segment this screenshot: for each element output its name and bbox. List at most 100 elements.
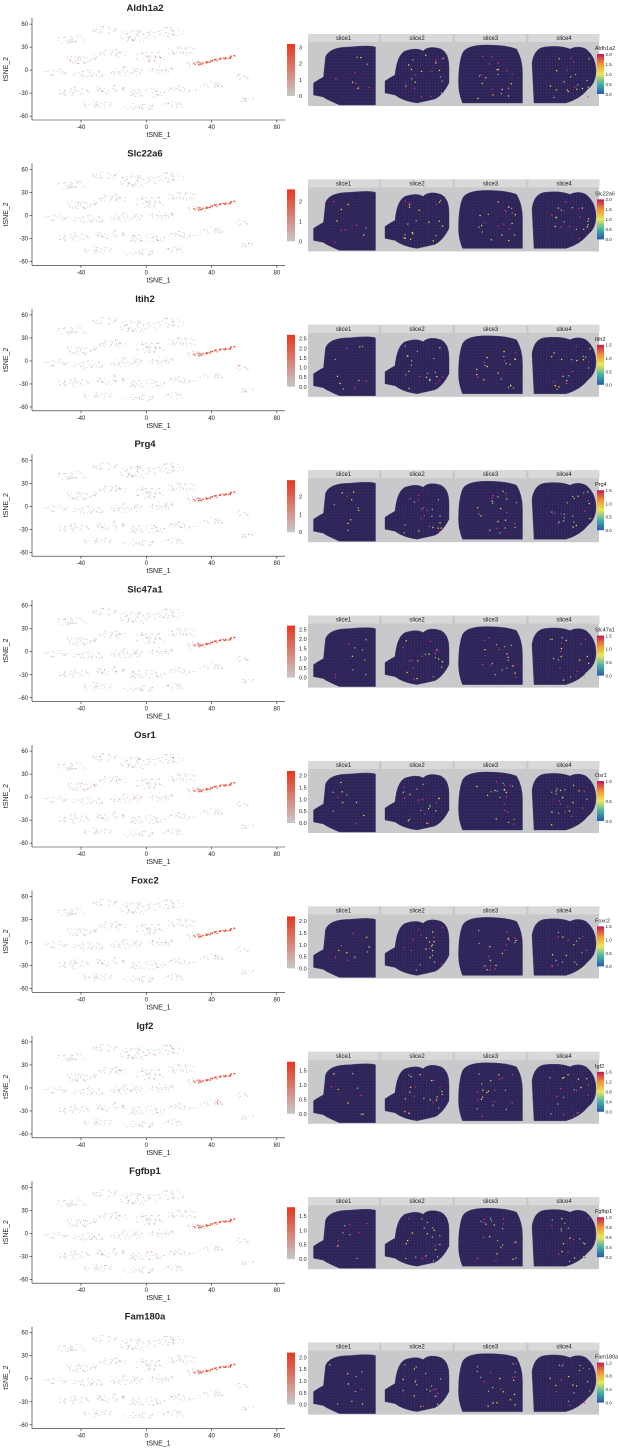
cell-point xyxy=(92,29,94,31)
cell-point-high xyxy=(198,499,200,502)
cell-point xyxy=(81,346,83,348)
cell-point xyxy=(59,529,61,531)
cell-point xyxy=(177,193,179,195)
cell-point xyxy=(177,471,179,473)
cell-point xyxy=(148,180,150,182)
cell-point xyxy=(248,243,250,245)
cell-point xyxy=(72,328,74,330)
cell-point xyxy=(245,222,247,224)
cell-point xyxy=(102,26,104,28)
cell-point xyxy=(149,204,151,206)
cell-point xyxy=(173,322,175,324)
cell-point-high xyxy=(194,645,196,647)
spatial-legend-tick: 1.5 xyxy=(606,207,613,212)
cell-point xyxy=(127,362,129,364)
cell-point xyxy=(174,815,176,817)
cell-point xyxy=(151,794,153,797)
cell-point xyxy=(71,531,73,533)
cell-point xyxy=(207,668,209,670)
cell-point xyxy=(242,99,244,101)
cell-point xyxy=(137,798,139,800)
cell-point xyxy=(203,64,206,66)
cell-point xyxy=(141,542,143,544)
cell-point xyxy=(194,484,196,486)
cell-point xyxy=(162,640,164,642)
cell-point xyxy=(79,204,81,206)
cell-point xyxy=(145,674,147,676)
cell-point xyxy=(76,639,78,641)
cell-point xyxy=(192,671,194,673)
cell-point xyxy=(60,674,62,677)
facet-label: slice1 xyxy=(336,181,352,187)
cell-point xyxy=(194,630,196,632)
expression-spot xyxy=(439,76,442,78)
cell-point xyxy=(85,768,87,770)
cell-point xyxy=(187,352,190,354)
cell-point xyxy=(239,801,241,803)
cell-point xyxy=(135,386,137,388)
cell-point xyxy=(50,655,52,657)
cell-point xyxy=(82,93,84,95)
cell-point xyxy=(75,471,78,473)
cell-point xyxy=(150,88,152,90)
expression-spot xyxy=(480,224,483,227)
expression-spot xyxy=(404,233,406,236)
cell-point xyxy=(91,506,93,508)
cell-point xyxy=(201,499,203,502)
cell-point xyxy=(127,835,129,837)
cell-point xyxy=(120,779,122,781)
cell-point xyxy=(157,360,159,362)
expression-spot xyxy=(363,234,365,236)
cell-point xyxy=(90,495,92,498)
cell-point xyxy=(104,91,106,93)
cell-point xyxy=(110,799,113,801)
cell-point xyxy=(142,784,144,786)
cell-point xyxy=(172,649,174,651)
cell-point xyxy=(57,330,59,332)
cell-point xyxy=(137,213,139,215)
cell-point xyxy=(116,630,119,632)
cell-point xyxy=(114,234,116,236)
legend-tick-label: 2.5 xyxy=(299,337,307,343)
cell-point xyxy=(243,679,245,681)
cell-point xyxy=(108,32,110,34)
cell-point xyxy=(163,360,165,362)
cell-point xyxy=(159,178,161,180)
cell-point-high xyxy=(224,203,227,205)
cell-point xyxy=(173,758,175,760)
cell-point xyxy=(59,384,61,386)
cell-point xyxy=(138,832,140,834)
cell-point xyxy=(99,657,101,659)
expression-spot xyxy=(508,228,511,230)
cell-point xyxy=(68,623,70,625)
cell-point xyxy=(95,365,97,367)
cell-point xyxy=(162,204,164,206)
expression-spot xyxy=(588,502,590,505)
cell-point xyxy=(74,801,76,803)
cell-point xyxy=(101,685,103,687)
cell-point xyxy=(122,359,124,361)
cell-point xyxy=(72,820,74,822)
cell-point xyxy=(124,616,126,618)
cell-point xyxy=(110,247,112,249)
cell-point xyxy=(133,796,135,798)
x-tick-label: -40 xyxy=(77,852,86,858)
cell-point xyxy=(155,758,157,761)
cell-point xyxy=(99,833,101,835)
cell-point xyxy=(161,29,163,31)
cell-point xyxy=(189,793,191,795)
cell-point xyxy=(117,90,119,92)
cell-point xyxy=(151,71,154,73)
expression-spot xyxy=(576,88,578,90)
cell-point xyxy=(83,513,85,515)
cell-point xyxy=(167,508,169,510)
cell-point xyxy=(101,511,103,513)
cell-point-high xyxy=(214,641,216,643)
cell-point xyxy=(181,632,183,634)
cell-point xyxy=(86,527,88,529)
cell-point xyxy=(61,42,63,44)
cell-point xyxy=(124,325,126,327)
cell-point xyxy=(72,675,74,677)
cell-point xyxy=(57,359,59,361)
cell-point xyxy=(99,231,101,234)
